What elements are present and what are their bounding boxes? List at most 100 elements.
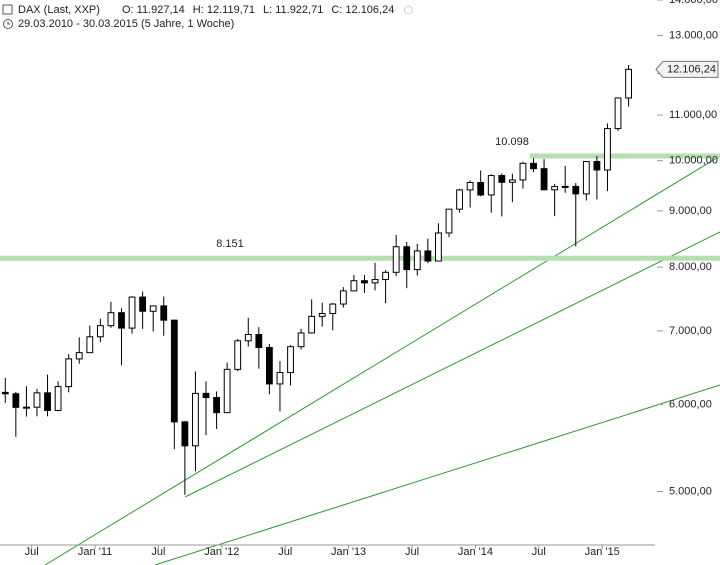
candle-body (435, 232, 442, 262)
candle-body (530, 162, 537, 170)
last-price-tag (655, 60, 719, 78)
candles (1, 64, 632, 495)
candle-body (487, 175, 495, 196)
x-tick-label: Jan '13 (331, 546, 366, 558)
candle-body (371, 279, 379, 284)
clock-icon (3, 19, 13, 29)
candle-body (593, 161, 601, 171)
candle-body (234, 340, 242, 370)
trend-line (154, 384, 720, 565)
x-tick-label: Jan '11 (78, 546, 112, 558)
candle-body (86, 336, 94, 354)
ohlc-label: H: 12.119,71 (193, 4, 255, 16)
candle-body (139, 296, 147, 312)
candle-body (625, 68, 632, 99)
candle-body (255, 334, 263, 348)
candle-body (498, 175, 506, 183)
candle-body (276, 371, 284, 385)
candle-body (192, 392, 199, 447)
candle-body (223, 368, 231, 414)
candle-body (65, 358, 73, 388)
candle-body (107, 312, 115, 327)
candle-body (213, 397, 220, 414)
candle-body (519, 162, 527, 181)
candle-body (614, 97, 622, 130)
y-tick-label: 9.000,00 (669, 205, 712, 217)
candle-body (96, 325, 104, 338)
candle-body (149, 305, 157, 312)
y-tick-label: 10.000,00 (669, 155, 718, 167)
candle-body (551, 186, 559, 191)
y-tick-label: 13.000,00 (669, 29, 718, 41)
y-tick-label: 7.000,00 (669, 325, 712, 337)
candle-body (392, 246, 400, 273)
candle-body (202, 392, 210, 399)
candle-body (33, 392, 41, 408)
candle-body (339, 290, 347, 305)
candle-body (572, 185, 580, 195)
chart-title: DAX (Last, XXP) (18, 4, 100, 16)
trend-line (44, 155, 720, 565)
ohlc-label: L: 11.922,71 (263, 4, 323, 16)
last-price-label: 12.106,24 (667, 63, 716, 75)
candle-body (23, 406, 30, 409)
y-tick-label: 6.000,00 (669, 398, 712, 410)
clock-hands (7, 21, 10, 25)
candle-body (456, 189, 463, 210)
x-tick-label: Jan '15 (585, 546, 620, 558)
candle-body (582, 161, 590, 195)
trend-lines (44, 155, 720, 565)
support-label: 8.151 (216, 238, 244, 250)
candle-body (361, 280, 368, 284)
candle-body (181, 421, 189, 447)
candle-body (329, 303, 337, 314)
support-label: 10.098 (495, 136, 529, 148)
candle-body (170, 319, 178, 423)
header: DAX (Last, XXP) 29.03.2010 - 30.03.2015 … (2, 4, 234, 30)
candle-body (508, 179, 516, 183)
candle-body (466, 182, 474, 191)
x-tick-label: Jan '14 (458, 546, 493, 558)
candle-body (160, 305, 168, 321)
info-icon (403, 5, 413, 15)
ohlc-label: O: 11.927,14 (122, 4, 185, 16)
candle-body (244, 334, 252, 342)
candle-body (12, 393, 20, 408)
y-tick-label: 14.000,00 (669, 0, 718, 6)
x-tick-label: Jan '12 (204, 546, 239, 558)
trend-line (184, 231, 720, 498)
candle-body (561, 185, 569, 188)
candle-body (44, 392, 51, 411)
candle-body (445, 208, 453, 234)
candle-body (382, 271, 390, 281)
x-tick-label: Jul (25, 546, 39, 558)
candle-body (540, 168, 548, 191)
candle-body (128, 296, 136, 329)
y-tick-label: 11.000,00 (669, 109, 717, 121)
candle-body (350, 280, 358, 292)
candle-body (403, 246, 411, 271)
candle-body (287, 346, 294, 373)
candle-body (297, 332, 305, 348)
candle-body (265, 346, 273, 385)
ohlc-label: C: 12.106,24 (331, 4, 394, 16)
candle-body (54, 386, 62, 411)
candle-body (477, 182, 485, 196)
y-tick-label: 5.000,00 (669, 485, 712, 497)
chart-subtitle: 29.03.2010 - 30.03.2015 (5 Jahre, 1 Woch… (18, 18, 234, 30)
y-tick-label: 8.000,00 (669, 261, 712, 273)
candle-body (604, 128, 611, 171)
x-tick-label: Jul (151, 546, 165, 558)
candle-body (318, 312, 326, 317)
x-tick-label: Jul (532, 546, 546, 558)
candle-body (413, 250, 421, 271)
x-tick-label: Jul (405, 546, 419, 558)
candle-body (308, 315, 316, 334)
x-tick-label: Jul (278, 546, 292, 558)
candle-body (424, 250, 432, 262)
candle-body (75, 352, 83, 360)
candle-body (1, 391, 9, 395)
candle-body (118, 312, 125, 329)
symbol-icon[interactable] (2, 4, 13, 15)
